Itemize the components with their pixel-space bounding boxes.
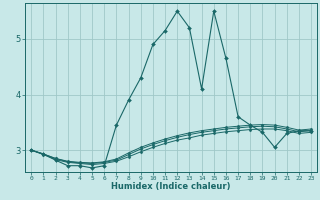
X-axis label: Humidex (Indice chaleur): Humidex (Indice chaleur) bbox=[111, 182, 231, 191]
